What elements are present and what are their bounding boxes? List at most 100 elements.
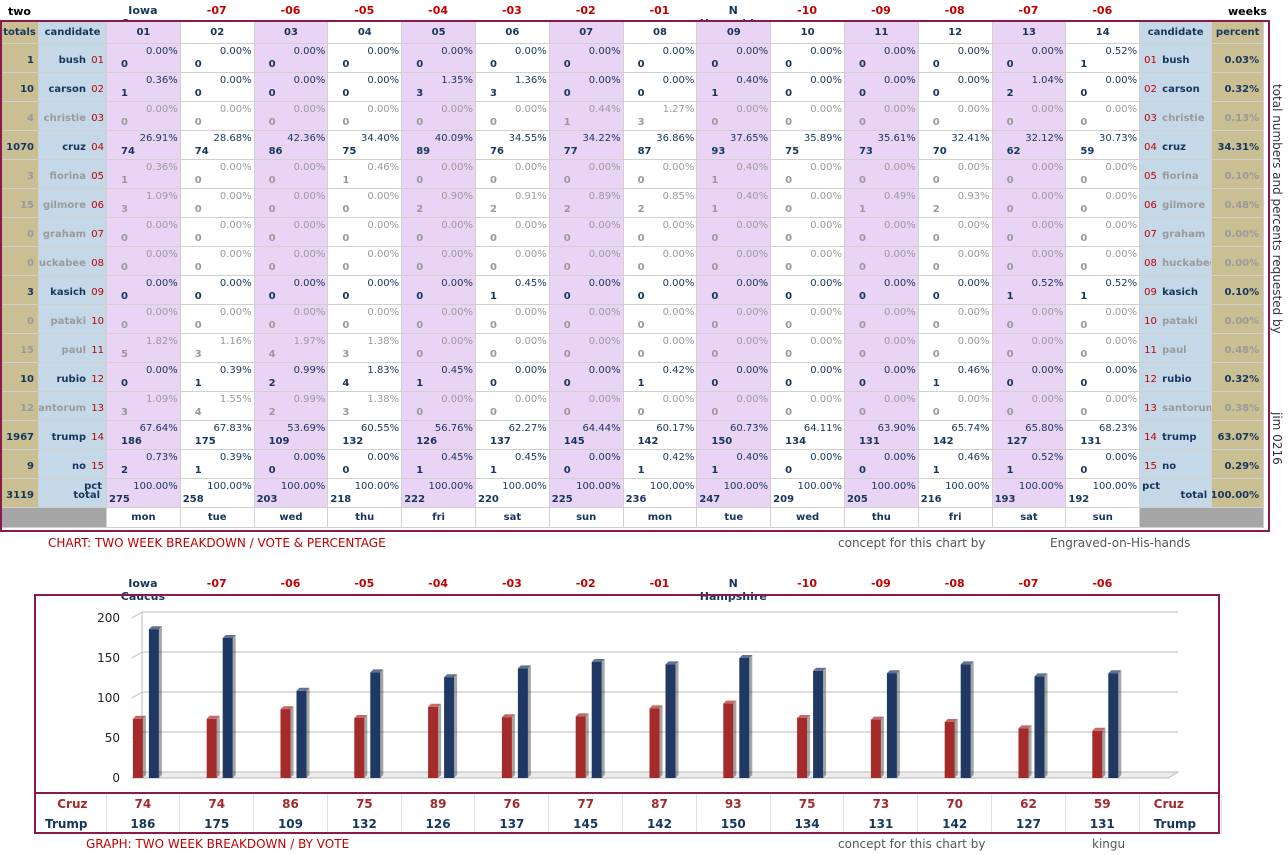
vote-cell: 0.00% 0: [179, 217, 255, 247]
vote-count: 0: [121, 320, 128, 331]
vote-count: 0: [1006, 175, 1014, 186]
bar-side-trump: [970, 661, 974, 778]
vote-count: 0: [121, 291, 128, 302]
vote-count: 0: [785, 465, 793, 476]
vote-percent: 60.17%: [656, 423, 695, 434]
vote-cell: 0.00% 0: [622, 159, 698, 189]
candidate-name: trump: [51, 432, 86, 443]
candidate-name: santorum: [38, 403, 87, 414]
vote-count: 0: [342, 291, 350, 302]
vote-percent: 34.22%: [582, 133, 621, 144]
vote-cell: 42.36% 86: [253, 130, 329, 160]
vote-count: 0: [416, 320, 424, 331]
bar-cruz: [870, 719, 881, 778]
vote-count: 0: [785, 378, 793, 389]
vote-cell: 0.00% 0: [1065, 246, 1141, 276]
day-column-header: 05: [401, 20, 476, 44]
corner-left-label: two: [8, 5, 31, 18]
candidate-total-value: 12: [20, 403, 34, 414]
vote-percent: 0.00%: [293, 220, 326, 231]
vote-percent: 0.00%: [1031, 162, 1064, 173]
vote-percent: 0.00%: [515, 249, 547, 260]
vote-percent: 0.00%: [515, 220, 547, 231]
vote-cell: 30.73% 59: [1065, 130, 1141, 160]
series-value: 126: [401, 814, 476, 834]
vote-count: 2: [268, 378, 276, 389]
vote-count: 1: [342, 175, 350, 186]
vote-cell: 0.00% 0: [696, 217, 772, 247]
vote-percent: 0.00%: [810, 452, 842, 463]
pct-label: pct: [84, 481, 102, 492]
vote-count: 0: [416, 349, 424, 360]
series-value: 70: [917, 794, 993, 814]
vote-count: 0: [1006, 262, 1014, 273]
candidate-name-cell: gilmore 06: [38, 188, 107, 218]
vote-cell: 62.27% 137: [474, 420, 550, 450]
vote-percent: 34.40%: [361, 133, 400, 144]
vote-cell: 0.46% 1: [327, 159, 403, 189]
vote-cell: 0.00% 0: [401, 159, 476, 189]
vote-percent: 0.00%: [810, 75, 842, 86]
vote-cell: 0.00% 0: [843, 449, 919, 479]
series-value: 62: [991, 794, 1066, 814]
candidate-total-value: 10: [20, 374, 34, 385]
series-value: 76: [474, 794, 550, 814]
vote-cell: 0.00% 0: [622, 333, 698, 363]
candidate-name-right: christie: [1162, 113, 1205, 124]
vote-percent: 0.00%: [957, 307, 990, 318]
vote-count: 0: [858, 320, 866, 331]
vote-percent: 0.00%: [1031, 365, 1064, 376]
vote-cell: 0.00% 0: [106, 43, 181, 73]
chart-category-label: -08: [944, 577, 965, 590]
vote-count: 0: [416, 233, 424, 244]
vote-count: 0: [858, 175, 866, 186]
series-value: 142: [917, 814, 993, 834]
candidate-index-right: 15: [1144, 461, 1157, 472]
candidate-index-right: 10: [1144, 316, 1157, 327]
chart-category-label: -05: [354, 577, 375, 590]
bar-trump: [222, 638, 233, 778]
chart-category-label: -04: [428, 577, 449, 590]
candidate-name-cell-right: 14 trump: [1139, 420, 1213, 450]
vote-cell: 0.00% 0: [327, 72, 403, 102]
vote-percent: 1.27%: [662, 104, 695, 115]
vote-cell: 0.00% 0: [917, 304, 993, 334]
vote-count: 4: [268, 349, 276, 360]
vote-count: 1: [711, 175, 719, 186]
vote-count: 1: [711, 465, 719, 476]
series-value: 142: [622, 814, 697, 834]
vote-count: 0: [785, 320, 793, 331]
vote-count: 0: [932, 291, 940, 302]
series-value: 93: [696, 794, 771, 814]
vote-cell: 0.00% 0: [474, 391, 550, 421]
candidate-row: 15 paul 11 1.82% 5 1.16% 3 1.97% 4 1.38% 3 0.00% 0 0.…: [0, 333, 1265, 363]
vote-percent: 0.00%: [810, 278, 842, 289]
vote-percent: 0.00%: [810, 162, 842, 173]
bar-cruz: [944, 722, 955, 778]
vote-percent: 0.00%: [219, 46, 252, 57]
vote-percent: 0.39%: [219, 365, 252, 376]
total-label-cell: total pct: [38, 478, 107, 508]
vote-percent: 0.00%: [293, 191, 326, 202]
vote-cell: 0.45% 1: [474, 449, 550, 479]
vote-cell: 0.91% 2: [474, 188, 550, 218]
series-value: 87: [622, 794, 697, 814]
vote-percent: 0.00%: [367, 191, 400, 202]
vote-percent: 0.00%: [219, 162, 252, 173]
vote-cell: 34.22% 77: [548, 130, 624, 160]
vote-percent: 0.99%: [293, 365, 326, 376]
bar-side-trump: [601, 659, 605, 778]
vote-cell: 0.00% 0: [548, 304, 624, 334]
series-value: 77: [548, 794, 624, 814]
vote-percent: 0.00%: [293, 278, 326, 289]
vote-count: 150: [711, 436, 733, 447]
candidate-name-cell-right: 01 bush: [1139, 43, 1213, 73]
vote-count: 1: [121, 88, 128, 99]
vote-cell: 0.00% 0: [917, 72, 993, 102]
vote-count: 0: [342, 117, 350, 128]
candidate-total: 1070: [0, 130, 39, 160]
candidate-name-right: gilmore: [1162, 200, 1206, 211]
vote-percent: 37.65%: [730, 133, 769, 144]
vote-count: 0: [711, 262, 719, 273]
vote-count: 0: [858, 117, 866, 128]
